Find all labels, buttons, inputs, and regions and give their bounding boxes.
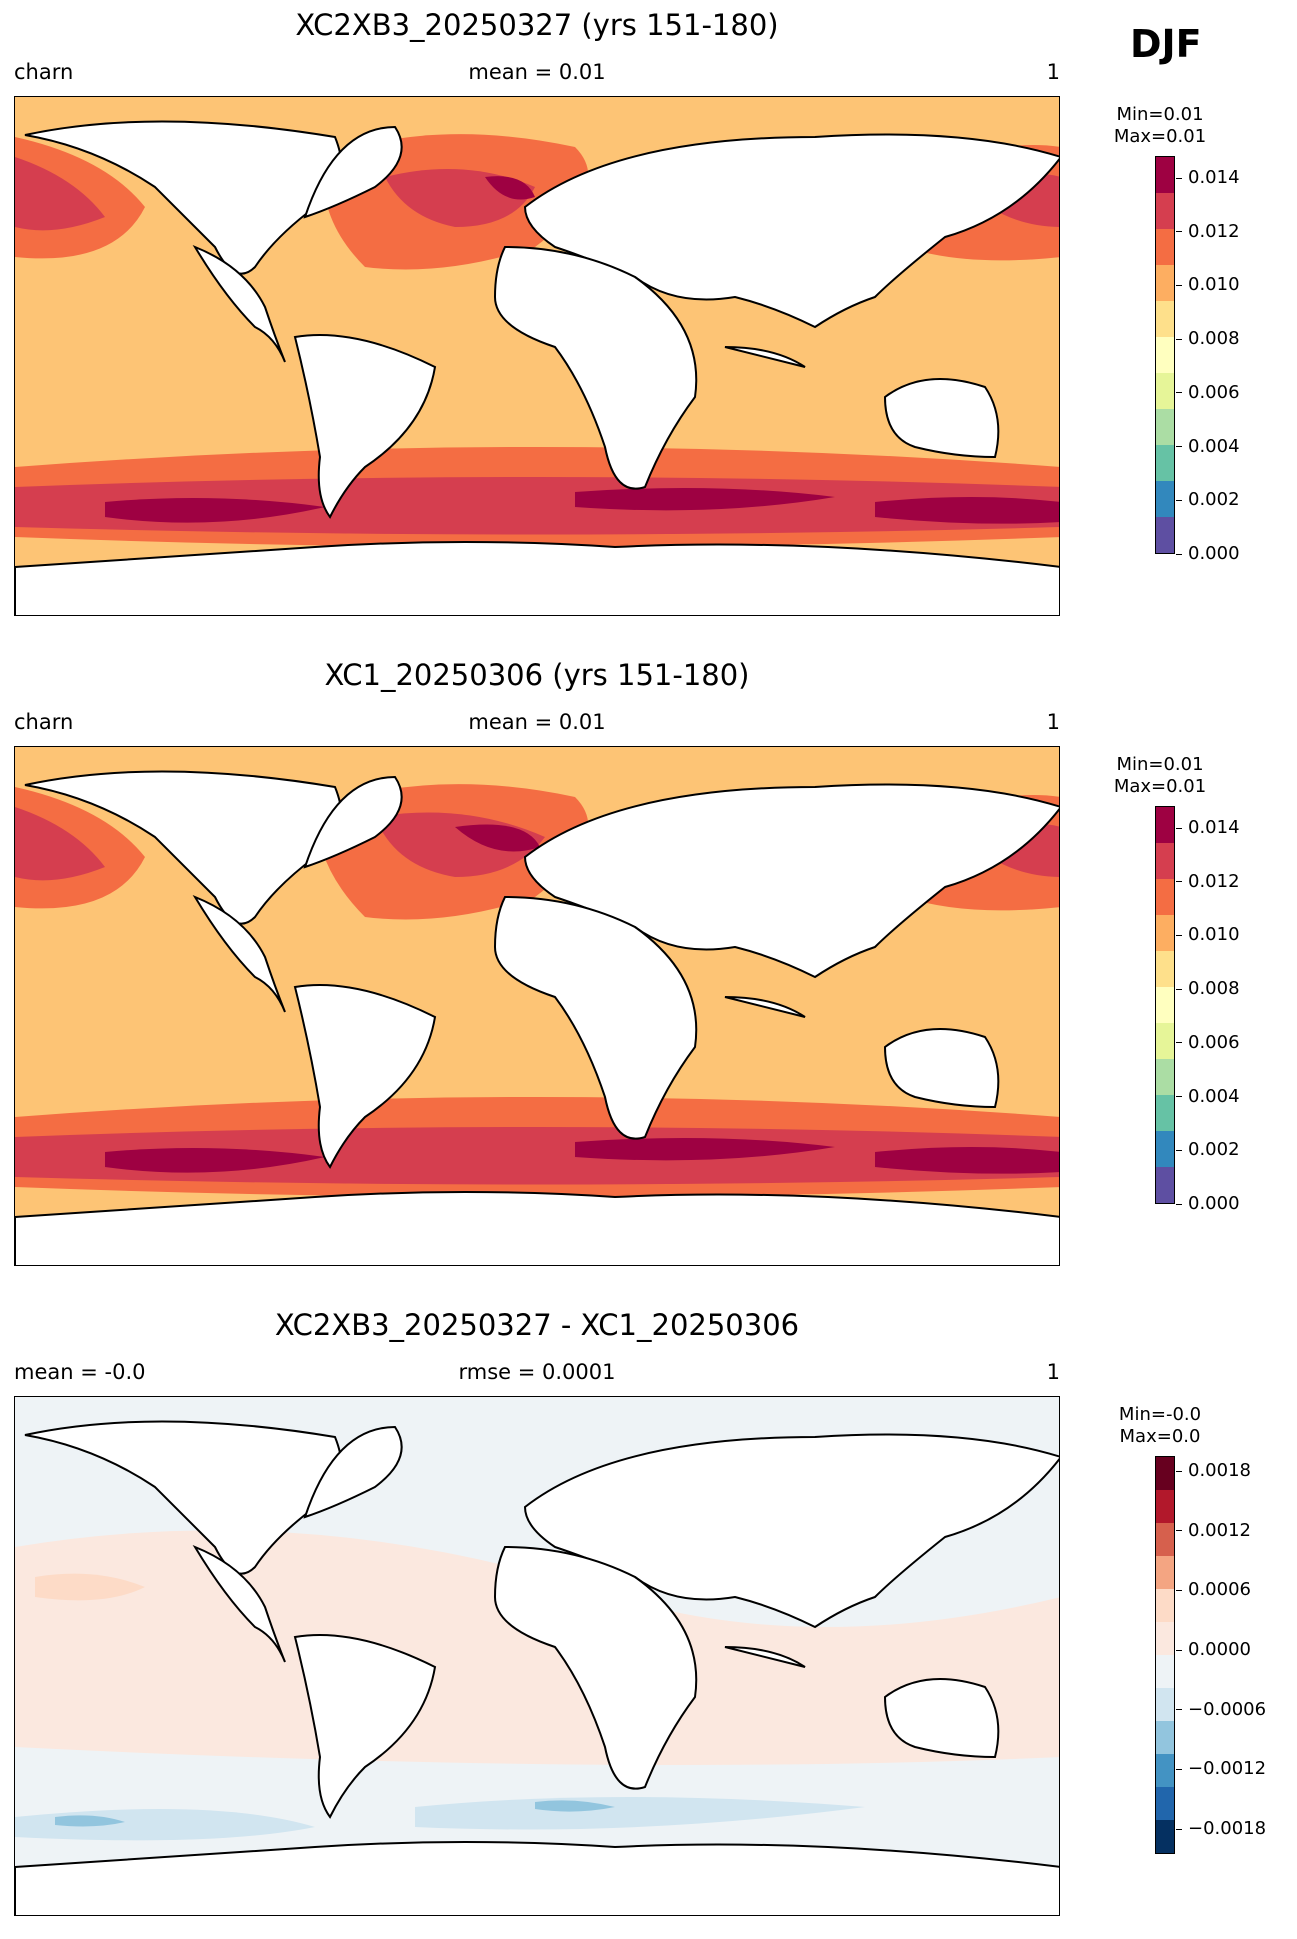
colorbar-swatch <box>1156 1095 1174 1131</box>
colorbar-tick-label: 0.010 <box>1176 925 1240 945</box>
colorbar-swatch <box>1156 1556 1174 1589</box>
colorbar-swatch <box>1156 1688 1174 1721</box>
colorbar-tick-label: −0.0006 <box>1176 1699 1266 1720</box>
colorbar-tick-label: 0.014 <box>1176 818 1240 838</box>
panel-1-map <box>14 96 1060 616</box>
colorbar-swatch <box>1156 517 1174 553</box>
panel-2-title: XC1_20250306 (yrs 151-180) <box>324 658 750 692</box>
season-label: DJF <box>1130 22 1202 66</box>
panel-3-max: Max=0.0 <box>1119 1426 1201 1447</box>
colorbar-tick-label: 0.004 <box>1176 1086 1240 1107</box>
colorbar-swatch <box>1156 1787 1174 1820</box>
panel-3-right-label: 1 <box>1046 1360 1060 1384</box>
panel-1-right-label: 1 <box>1046 60 1060 84</box>
panel-1-colorbar <box>1155 156 1175 554</box>
panel-1-max: Max=0.01 <box>1113 126 1207 147</box>
panel-3-mean-label: mean = -0.0 <box>14 1360 146 1384</box>
colorbar-swatch <box>1156 157 1174 193</box>
panel-2-min: Min=0.01 <box>1116 754 1204 775</box>
panel-2-mean-label: mean = 0.01 <box>468 710 606 734</box>
colorbar-swatch <box>1156 951 1174 987</box>
panel-3-min: Min=-0.0 <box>1118 1404 1202 1425</box>
colorbar-swatch <box>1156 1523 1174 1556</box>
panel-1-title: XC2XB3_20250327 (yrs 151-180) <box>295 8 779 42</box>
colorbar-swatch <box>1156 1754 1174 1787</box>
panel-3-map <box>14 1396 1060 1916</box>
colorbar-swatch <box>1156 843 1174 879</box>
colorbar-tick-label: 0.014 <box>1176 168 1240 188</box>
colorbar-tick-label: 0.012 <box>1176 871 1240 892</box>
colorbar-swatch <box>1156 1490 1174 1523</box>
colorbar-swatch <box>1156 987 1174 1023</box>
colorbar-swatch <box>1156 1589 1174 1622</box>
panel-3-rmse-label: rmse = 0.0001 <box>458 1360 616 1384</box>
colorbar-tick-label: 0.006 <box>1176 1032 1240 1053</box>
colorbar-swatch <box>1156 1023 1174 1059</box>
colorbar-swatch <box>1156 1655 1174 1688</box>
panel-2-map <box>14 746 1060 1266</box>
colorbar-swatch <box>1156 265 1174 301</box>
panel-1-min: Min=0.01 <box>1116 104 1204 125</box>
colorbar-swatch <box>1156 915 1174 951</box>
panel-2-colorbar <box>1155 806 1175 1204</box>
panel-2-right-label: 1 <box>1046 710 1060 734</box>
colorbar-swatch <box>1156 1820 1174 1853</box>
colorbar-swatch <box>1156 481 1174 517</box>
colorbar-tick-label: 0.0000 <box>1176 1640 1251 1660</box>
colorbar-swatch <box>1156 1622 1174 1655</box>
colorbar-tick-label: 0.0012 <box>1176 1520 1251 1541</box>
colorbar-tick-label: 0.000 <box>1176 544 1240 564</box>
colorbar-tick-label: 0.008 <box>1176 329 1240 349</box>
colorbar-tick-label: −0.0012 <box>1176 1759 1266 1779</box>
colorbar-tick-label: 0.000 <box>1176 1194 1240 1214</box>
colorbar-swatch <box>1156 301 1174 337</box>
colorbar-tick-label: 0.0018 <box>1176 1461 1251 1481</box>
colorbar-swatch <box>1156 1131 1174 1167</box>
colorbar-swatch <box>1156 807 1174 843</box>
colorbar-tick-label: 0.012 <box>1176 221 1240 242</box>
panel-2-variable-label: charn <box>14 710 74 734</box>
colorbar-swatch <box>1156 1457 1174 1490</box>
panel-2-max: Max=0.01 <box>1113 776 1207 797</box>
panel-3-colorbar <box>1155 1456 1175 1854</box>
colorbar-tick-label: 0.008 <box>1176 979 1240 999</box>
colorbar-tick-label: 0.002 <box>1176 490 1240 510</box>
colorbar-tick-label: 0.006 <box>1176 382 1240 403</box>
colorbar-tick-label: 0.010 <box>1176 275 1240 295</box>
colorbar-swatch <box>1156 337 1174 373</box>
colorbar-swatch <box>1156 229 1174 265</box>
colorbar-swatch <box>1156 445 1174 481</box>
panel-1-variable-label: charn <box>14 60 74 84</box>
colorbar-swatch <box>1156 1167 1174 1203</box>
colorbar-swatch <box>1156 193 1174 229</box>
colorbar-tick-label: −0.0018 <box>1176 1819 1266 1839</box>
colorbar-tick-label: 0.004 <box>1176 436 1240 457</box>
colorbar-swatch <box>1156 879 1174 915</box>
panel-3-title: XC2XB3_20250327 - XC1_20250306 <box>274 1308 800 1342</box>
colorbar-tick-label: 0.0006 <box>1176 1580 1251 1600</box>
colorbar-swatch <box>1156 1721 1174 1754</box>
colorbar-swatch <box>1156 373 1174 409</box>
colorbar-swatch <box>1156 409 1174 445</box>
colorbar-swatch <box>1156 1059 1174 1095</box>
colorbar-tick-label: 0.002 <box>1176 1140 1240 1160</box>
panel-1-mean-label: mean = 0.01 <box>468 60 606 84</box>
